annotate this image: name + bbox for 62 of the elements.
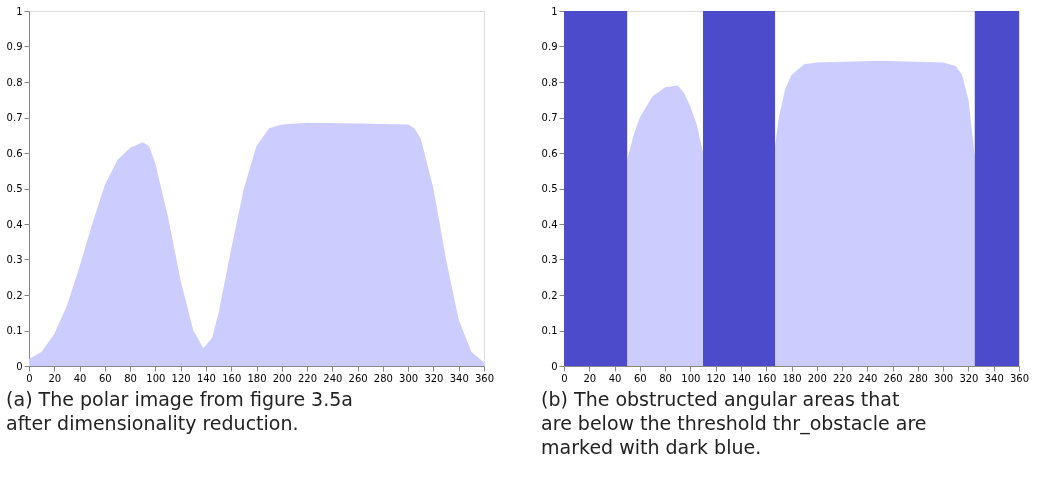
text: (a) The polar image from figure 3.5a after dimensionality reduction.	[6, 388, 353, 434]
x-tick-label: 0	[561, 372, 568, 384]
x-tick-label: 20	[583, 372, 597, 384]
y-tick-label: 0.5	[541, 183, 558, 194]
y-tick-label: 0.3	[541, 254, 558, 265]
x-tick-label: 360	[1009, 372, 1030, 384]
x-tick-label: 240	[323, 372, 343, 384]
y-tick-label: 1	[16, 5, 23, 17]
x-tick-label: 260	[348, 372, 368, 384]
x-tick-label: 280	[908, 372, 928, 384]
x-tick-label: 120	[171, 372, 191, 384]
x-tick-label: 260	[883, 372, 903, 384]
y-tick-label: 0.4	[6, 218, 23, 230]
y-tick-label: 0	[551, 360, 558, 372]
y-tick-label: 0.7	[6, 112, 23, 123]
y-tick-label: 0.4	[541, 218, 558, 230]
x-tick-label: 320	[424, 372, 444, 384]
x-tick-label: 100	[146, 372, 166, 384]
y-tick-label: 0.2	[541, 289, 558, 301]
x-tick-label: 20	[48, 372, 62, 384]
x-tick-label: 180	[247, 372, 267, 384]
x-tick-label: 340	[984, 372, 1004, 384]
x-tick-label: 160	[222, 372, 242, 384]
x-tick-label: 300	[399, 372, 419, 384]
x-tick-label: 200	[807, 372, 827, 384]
y-tick-label: 0.8	[541, 76, 558, 88]
text: (b) The obstructed angular areas that are below the threshold thr_obstacle are marked with dark blue.	[541, 388, 927, 458]
x-tick-label: 60	[98, 372, 112, 384]
y-tick-label: 0.1	[541, 325, 558, 336]
y-tick-label: 1	[551, 5, 558, 17]
x-tick-label: 280	[373, 372, 393, 384]
x-tick-label: 80	[124, 372, 137, 384]
x-tick-label: 340	[449, 372, 469, 384]
x-tick-label: 40	[608, 372, 622, 384]
x-tick-label: 200	[272, 372, 292, 384]
x-tick-label: 300	[934, 372, 954, 384]
x-tick-label: 160	[757, 372, 777, 384]
x-tick-label: 100	[681, 372, 701, 384]
x-tick-label: 140	[731, 372, 751, 384]
y-tick-label: 0.9	[6, 41, 23, 52]
y-tick-label: 0.2	[6, 289, 23, 301]
x-tick-label: 80	[659, 372, 672, 384]
x-tick-label: 220	[298, 372, 318, 384]
x-tick-label: 40	[73, 372, 87, 384]
y-tick-label: 0.3	[6, 254, 23, 265]
x-tick-label: 140	[196, 372, 216, 384]
y-tick-label: 0	[16, 360, 23, 372]
x-tick-label: 240	[858, 372, 878, 384]
y-tick-label: 0.7	[541, 112, 558, 123]
y-tick-label: 0.8	[6, 76, 23, 88]
x-tick-label: 120	[706, 372, 726, 384]
x-tick-label: 360	[474, 372, 495, 384]
x-tick-label: 320	[959, 372, 979, 384]
y-tick-label: 0.6	[6, 147, 23, 159]
x-tick-label: 0	[26, 372, 33, 384]
y-tick-label: 0.5	[6, 183, 23, 194]
x-tick-label: 220	[833, 372, 853, 384]
y-tick-label: 0.1	[6, 325, 23, 336]
x-tick-label: 60	[633, 372, 647, 384]
x-tick-label: 180	[782, 372, 802, 384]
y-tick-label: 0.9	[541, 41, 558, 52]
y-tick-label: 0.6	[541, 147, 558, 159]
